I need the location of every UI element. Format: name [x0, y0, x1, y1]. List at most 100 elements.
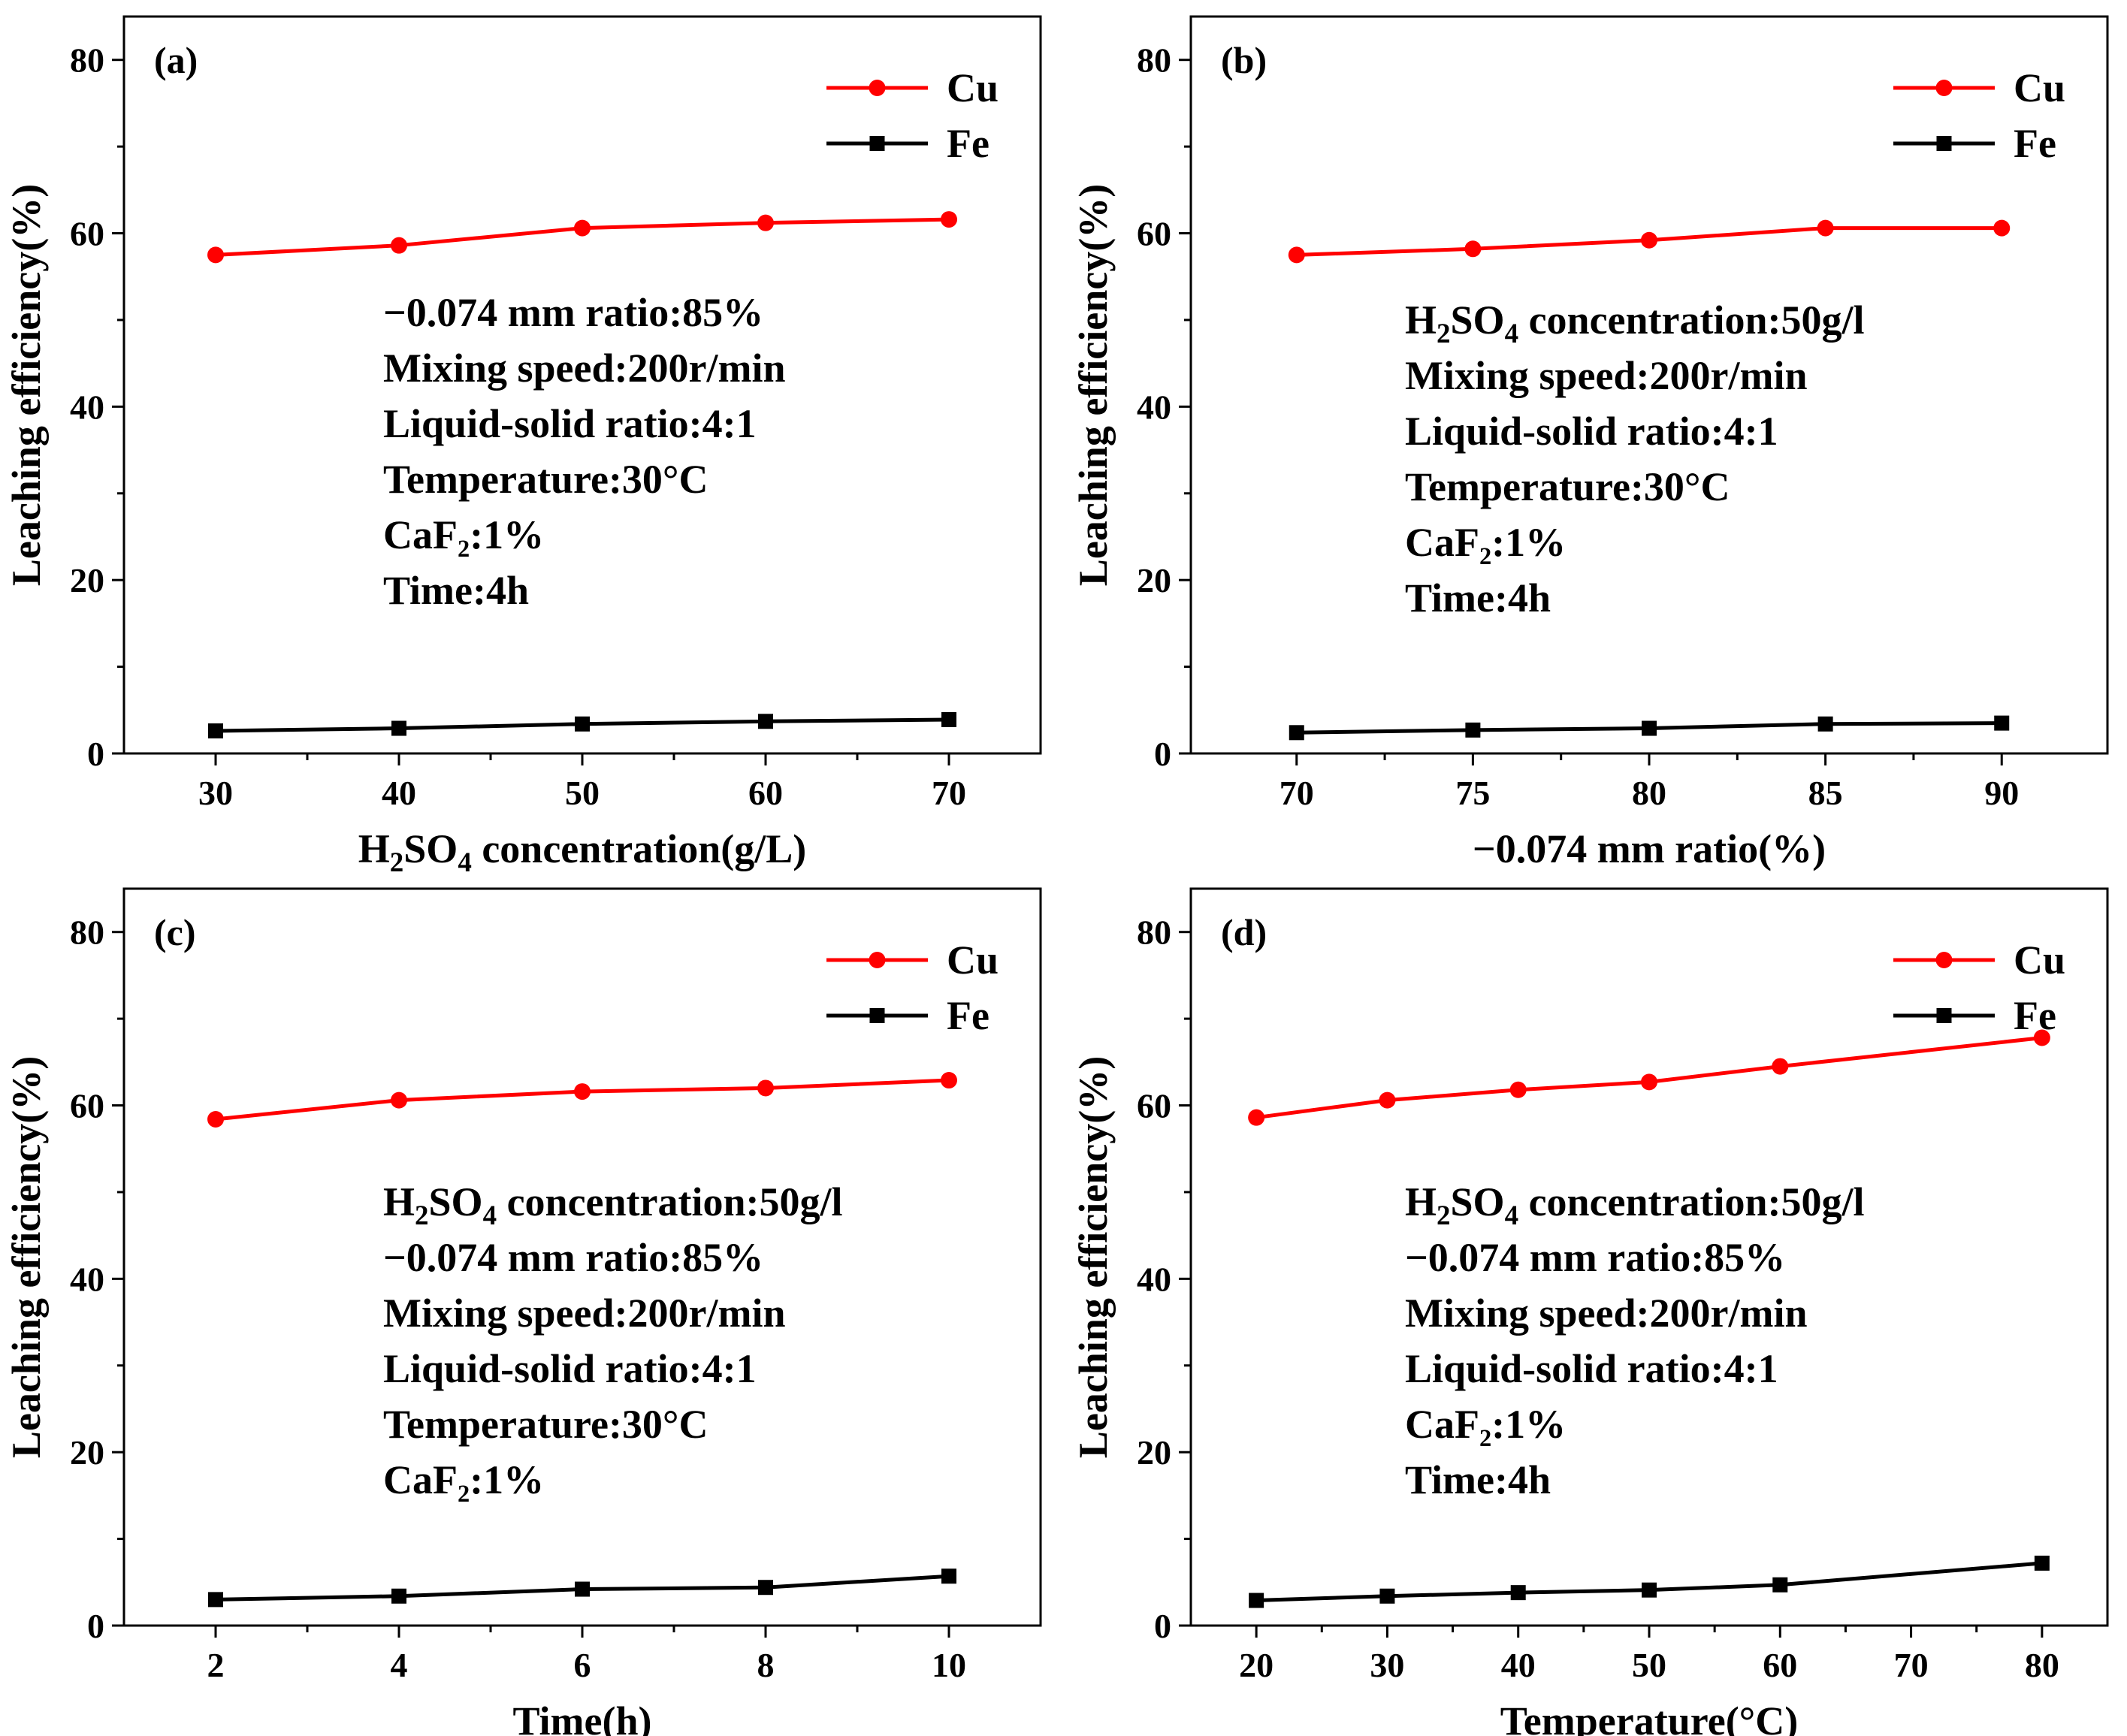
panel-c: 0 20 40 60 80 2 4 6 8 10 Time(h) Leaching efficienc…: [4, 887, 1042, 1736]
condition-text: H2SO4 concentration:50g/l: [1405, 297, 1865, 349]
condition-text: H2SO4 concentration:50g/l: [383, 1179, 843, 1231]
y-axis-title: Leaching efficiency(%): [4, 1056, 49, 1458]
legend-marker-cu: [869, 80, 886, 96]
x-tick-label: 80: [2025, 1646, 2059, 1684]
legend-label-fe: Fe: [2014, 993, 2056, 1038]
data-point-fe: [2034, 1555, 2050, 1571]
condition-text: Mixing speed:200r/min: [383, 346, 786, 391]
y-tick-label: 0: [1154, 735, 1171, 773]
legend-marker-cu: [1935, 952, 1953, 968]
data-point-cu: [2033, 1029, 2050, 1046]
y-tick-label: 40: [1137, 388, 1171, 426]
data-point-fe: [208, 723, 223, 738]
x-tick-label: 70: [1894, 1646, 1929, 1684]
condition-text: Mixing speed:200r/min: [1405, 1291, 1808, 1336]
x-tick-label: 30: [198, 774, 233, 812]
data-point-cu: [757, 214, 774, 231]
legend-marker-fe: [869, 1008, 885, 1023]
x-tick-label: 40: [1501, 1646, 1536, 1684]
data-point-cu: [1641, 1073, 1657, 1091]
data-point-fe: [1642, 1582, 1657, 1598]
y-tick-label: 80: [70, 41, 104, 80]
data-point-cu: [391, 237, 407, 254]
data-point-cu: [1817, 219, 1834, 237]
legend-marker-cu: [869, 952, 886, 968]
data-point-fe: [1817, 716, 1833, 732]
x-tick-label: 60: [1763, 1646, 1797, 1684]
legend-label-fe: Fe: [947, 121, 989, 166]
panel-label: (a): [154, 39, 198, 81]
legend-marker-cu: [1935, 80, 1953, 96]
data-point-fe: [1642, 720, 1657, 736]
condition-text: Mixing speed:200r/min: [383, 1291, 786, 1336]
y-tick-label: 60: [1137, 215, 1171, 253]
panel-label: (b): [1221, 39, 1267, 81]
data-point-cu: [1288, 246, 1305, 264]
data-point-fe: [391, 720, 406, 736]
y-tick-label: 20: [70, 1433, 104, 1472]
x-tick-label: 10: [932, 1646, 966, 1684]
y-tick-label: 60: [70, 1087, 104, 1125]
data-point-fe: [758, 1580, 773, 1596]
data-point-cu: [1464, 240, 1482, 258]
data-point-fe: [1510, 1585, 1526, 1601]
condition-text: Liquid-solid ratio:4:1: [1405, 409, 1778, 454]
condition-text: Liquid-solid ratio:4:1: [383, 401, 757, 446]
data-point-cu: [941, 211, 957, 228]
data-point-fe: [208, 1592, 223, 1608]
data-point-cu: [1641, 231, 1657, 249]
y-tick-label: 20: [1137, 1433, 1171, 1472]
y-tick-label: 60: [70, 215, 104, 253]
legend-marker-fe: [869, 136, 885, 151]
condition-text: −0.074 mm ratio:85%: [383, 290, 763, 335]
y-tick-label: 80: [1137, 913, 1171, 952]
data-point-cu: [391, 1091, 407, 1109]
y-tick-label: 0: [1154, 1607, 1171, 1645]
legend-label-fe: Fe: [947, 993, 989, 1038]
condition-text: Liquid-solid ratio:4:1: [1405, 1346, 1778, 1391]
condition-text: CaF₂:1%: [383, 512, 544, 557]
data-point-cu: [574, 219, 591, 237]
panel-d: 0 20 40 60 80 20 30 40 50 60 70 80 Temperature(°C) Le…: [1071, 887, 2109, 1736]
panel-b: 0 20 40 60 80 70 75 80 85 90 −0.074 mm ratio(%) Lea…: [1071, 15, 2109, 871]
data-point-cu: [1379, 1091, 1396, 1109]
condition-text: Temperature:30°C: [383, 1402, 708, 1447]
data-point-cu: [941, 1072, 957, 1089]
x-axis-title: H2SO4 concentration(g/L): [358, 826, 806, 878]
series-line-cu: [1255, 1036, 2043, 1120]
data-point-cu: [574, 1083, 591, 1100]
data-point-fe: [1249, 1593, 1264, 1608]
data-point-cu: [1772, 1058, 1789, 1075]
panel-label: (d): [1221, 911, 1267, 953]
data-point-fe: [1379, 1588, 1395, 1604]
legend-label-fe: Fe: [2014, 121, 2056, 166]
y-axis-title: Leaching efficiency(%): [1071, 1056, 1116, 1458]
x-tick-label: 75: [1455, 774, 1490, 812]
legend-marker-fe: [1936, 136, 1952, 151]
y-tick-label: 0: [87, 735, 104, 773]
x-axis-title: Temperature(°C): [1500, 1698, 1799, 1736]
x-tick-label: 6: [574, 1646, 591, 1684]
y-tick-label: 40: [70, 1260, 104, 1298]
y-tick-label: 80: [70, 913, 104, 952]
condition-text: H2SO4 concentration:50g/l: [1405, 1179, 1865, 1231]
condition-text: CaF₂:1%: [1405, 1402, 1566, 1447]
data-point-fe: [1465, 722, 1481, 738]
y-tick-label: 0: [87, 1607, 104, 1645]
data-point-cu: [1993, 219, 2011, 237]
data-point-cu: [757, 1079, 774, 1097]
y-tick-label: 40: [70, 388, 104, 426]
data-point-fe: [1772, 1577, 1788, 1593]
condition-text: CaF₂:1%: [1405, 520, 1566, 565]
x-tick-label: 20: [1239, 1646, 1273, 1684]
x-tick-label: 2: [207, 1646, 225, 1684]
data-point-fe: [941, 711, 956, 727]
y-tick-label: 80: [1137, 41, 1171, 80]
condition-text: CaF₂:1%: [383, 1457, 544, 1502]
panel-label: (c): [154, 911, 196, 953]
data-point-fe: [941, 1568, 956, 1584]
x-tick-label: 40: [382, 774, 416, 812]
data-point-cu: [207, 1110, 224, 1128]
x-tick-label: 8: [757, 1646, 775, 1684]
